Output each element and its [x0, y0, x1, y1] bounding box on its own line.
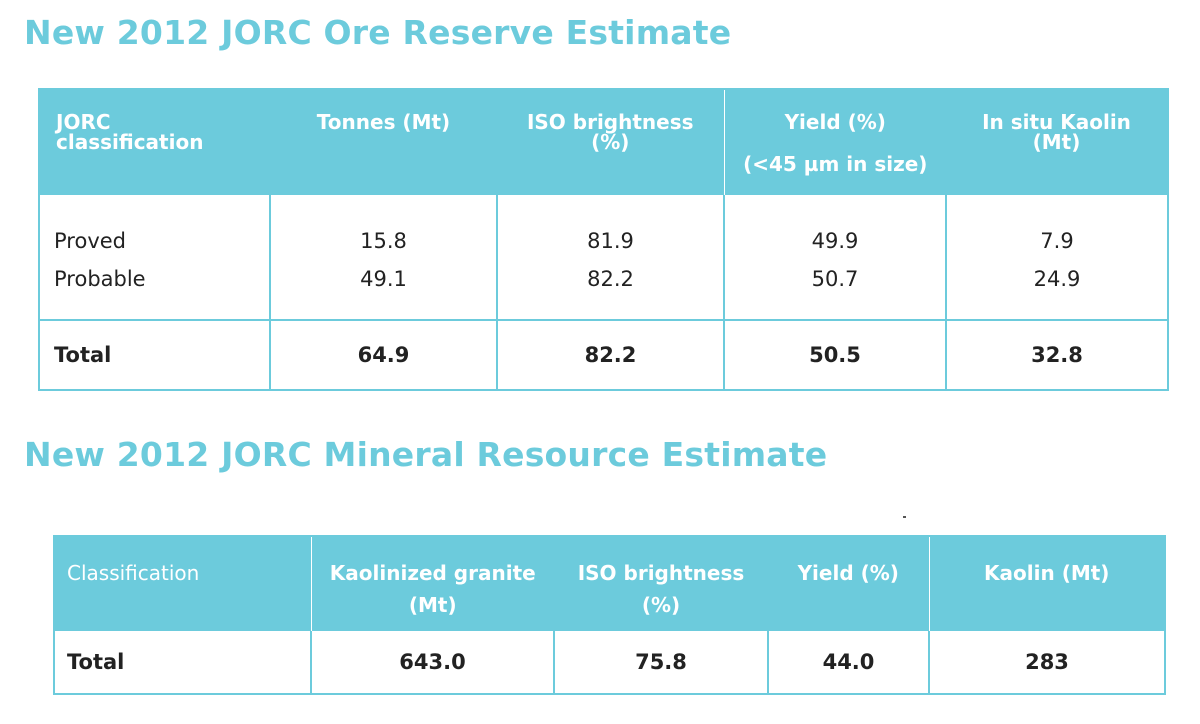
- header-brightness: ISO brightness (%): [497, 89, 724, 195]
- header-granite: Kaolinized granite (Mt): [310, 536, 554, 631]
- table-header-row: JORC classification Tonnes (Mt) ISO brig…: [39, 89, 1168, 195]
- total-kaolin: 32.8: [945, 319, 1168, 390]
- header-yield-label: Yield (%): [784, 110, 886, 134]
- header-yield-subtitle: (<45 µm in size): [743, 152, 928, 176]
- total-brightness: 82.2: [496, 319, 724, 390]
- header-kaolin: Kaolin (Mt): [928, 536, 1165, 631]
- row-yield: 49.9: [723, 195, 946, 254]
- total-row: Total 64.9 82.2 50.5 32.8: [39, 319, 1168, 390]
- header-brightness: ISO brightness (%): [554, 536, 768, 631]
- header-classification: JORC classification: [39, 89, 270, 195]
- total-brightness: 75.8: [553, 631, 768, 694]
- row-yield: 50.7: [723, 254, 946, 320]
- row-brightness: 82.2: [496, 254, 724, 320]
- row-kaolin: 7.9: [945, 195, 1168, 254]
- total-yield: 50.5: [723, 319, 946, 390]
- ore-reserve-table: JORC classification Tonnes (Mt) ISO brig…: [38, 88, 1169, 391]
- mineral-resource-table: Classification Kaolinized granite (Mt) I…: [53, 535, 1166, 695]
- row-classification: Proved: [54, 229, 126, 253]
- mineral-resource-title: New 2012 JORC Mineral Resource Estimate: [24, 435, 828, 474]
- total-tonnes: 64.9: [269, 319, 497, 390]
- table-row: Proved 15.8 81.9 49.9 7.9: [39, 195, 1168, 254]
- table-header-row: Classification Kaolinized granite (Mt) I…: [54, 536, 1165, 631]
- row-kaolin: 24.9: [945, 254, 1168, 320]
- header-tonnes: Tonnes (Mt): [270, 89, 497, 195]
- header-kaolin: In situ Kaolin (Mt): [946, 89, 1168, 195]
- row-tonnes: 15.8: [269, 195, 497, 254]
- table-row: Probable 49.1 82.2 50.7 24.9: [39, 254, 1168, 320]
- header-classification: Classification: [54, 536, 311, 631]
- header-yield: Yield (%): [768, 536, 929, 631]
- row-brightness: 81.9: [496, 195, 724, 254]
- total-granite: 643.0: [310, 631, 554, 694]
- ore-reserve-title: New 2012 JORC Ore Reserve Estimate: [24, 13, 732, 52]
- total-kaolin: 283: [928, 631, 1165, 694]
- total-row: Total 643.0 75.8 44.0 283: [54, 631, 1165, 694]
- row-tonnes: 49.1: [269, 254, 497, 320]
- row-classification: Probable: [54, 267, 146, 291]
- total-yield: 44.0: [767, 631, 929, 694]
- stray-dot: [903, 516, 906, 518]
- header-yield: Yield (%) (<45 µm in size): [723, 89, 946, 195]
- total-classification: Total: [67, 650, 125, 674]
- total-classification: Total: [39, 319, 270, 390]
